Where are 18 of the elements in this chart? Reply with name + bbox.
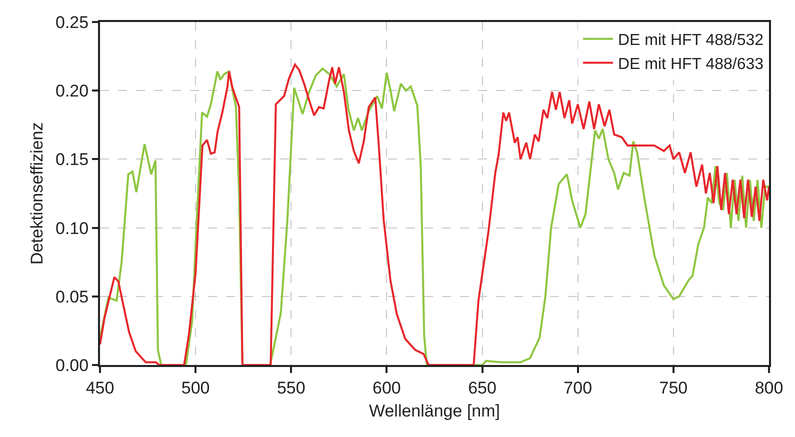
y-tick-label: 0.20	[56, 82, 89, 101]
x-tick-label: 500	[181, 378, 210, 398]
x-tick-label: 550	[276, 378, 306, 398]
x-tick-label: 750	[659, 378, 688, 398]
y-axis-title: Detektionseffizienz	[28, 122, 47, 265]
x-tick-label: 600	[372, 378, 401, 398]
y-tick-label: 0.15	[56, 150, 89, 170]
x-tick-label: 650	[468, 378, 496, 398]
legend-label: DE mit HFT 488/633	[618, 56, 764, 73]
y-tick-label: 0.05	[56, 287, 89, 306]
y-tick-label: 0.10	[56, 218, 89, 238]
x-tick-label: 450	[86, 378, 114, 398]
x-tick-label: 700	[564, 378, 592, 398]
y-tick-label: 0.25	[56, 12, 89, 32]
x-axis-title: Wellenlänge [nm]	[368, 401, 500, 420]
y-tick-label: 0.00	[56, 356, 89, 375]
legend-label: DE mit HFT 488/532	[618, 32, 764, 50]
x-tick-label: 800	[754, 378, 784, 398]
